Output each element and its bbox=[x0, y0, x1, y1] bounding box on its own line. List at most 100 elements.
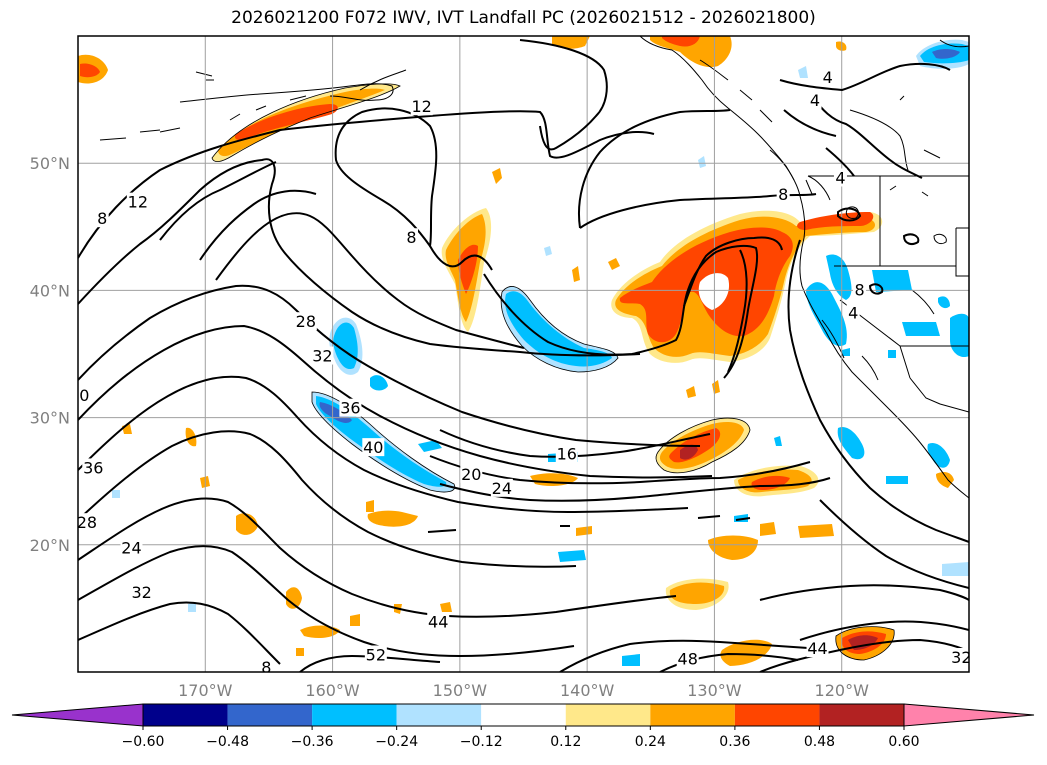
contour-label: 36 bbox=[340, 399, 360, 418]
contour-label: 8 bbox=[406, 228, 416, 247]
latitude-tick-labels: 50°N 40°N 30°N 20°N bbox=[30, 154, 70, 555]
contour-label-halo bbox=[82, 458, 105, 477]
contour-label: 4 bbox=[835, 168, 845, 187]
lon-tick-label: 150°W bbox=[433, 681, 488, 700]
contour-label: 8 bbox=[854, 280, 864, 299]
contour-label-halo bbox=[339, 398, 362, 417]
lon-tick-label: 130°W bbox=[687, 681, 742, 700]
map-background bbox=[78, 36, 969, 672]
contour-label: 4 bbox=[848, 303, 858, 322]
lat-tick-label: 40°N bbox=[30, 281, 70, 300]
contour-label: 8 bbox=[972, 397, 982, 416]
contour-label: 28 bbox=[77, 513, 97, 532]
contour-label-halo bbox=[776, 185, 790, 203]
lon-tick-label: 170°W bbox=[178, 681, 233, 700]
lat-tick-label: 30°N bbox=[30, 409, 70, 428]
contour-label: 44 bbox=[807, 639, 827, 658]
contour-label: 16 bbox=[557, 444, 577, 463]
contour-label-halo bbox=[130, 583, 153, 602]
anomaly-outlines bbox=[211, 83, 895, 661]
map-frame bbox=[77, 35, 970, 673]
colorbar-tick-label: 0.36 bbox=[719, 734, 750, 750]
contour-label-halo bbox=[808, 90, 822, 109]
contour-label-halo bbox=[78, 513, 98, 532]
colorbar-tick-label: 0.12 bbox=[550, 734, 581, 750]
colorbar-segment bbox=[819, 704, 904, 726]
colorbar-extend-max bbox=[903, 703, 1035, 727]
colorbar-segment bbox=[481, 704, 566, 726]
longitude-tick-labels: 170°W 160°W 150°W 140°W 130°W 120°W bbox=[178, 681, 869, 700]
colorbar-tick-labels: −0.60 −0.48 −0.36 −0.24 −0.12 0.12 0.24 0.36 0.4… bbox=[122, 726, 920, 750]
contour-label: 4 bbox=[823, 68, 833, 87]
contour-label: 8 bbox=[97, 209, 107, 228]
contour-label: 32 bbox=[312, 347, 332, 366]
contour-label: 12 bbox=[411, 97, 431, 116]
contour-label: 32 bbox=[951, 648, 971, 667]
contour-label: 40 bbox=[363, 438, 383, 457]
colorbar-segment bbox=[650, 704, 735, 726]
colorbar-segment bbox=[396, 704, 482, 726]
colorbar-segment bbox=[227, 704, 313, 726]
colorbar bbox=[11, 703, 1035, 727]
colorbar-tick-label: 0.48 bbox=[804, 734, 835, 750]
contour-label-halo bbox=[806, 639, 829, 658]
lon-tick-label: 140°W bbox=[560, 681, 615, 700]
contour-label-halo bbox=[404, 228, 418, 247]
contour-label-halo bbox=[294, 312, 317, 331]
colorbar-extend-min bbox=[11, 703, 144, 727]
contour-label: 24 bbox=[121, 539, 141, 558]
contour-label: 8 bbox=[778, 185, 788, 204]
contour-label: 8 bbox=[261, 658, 271, 677]
contour-label-halo bbox=[427, 612, 450, 631]
contour-labels: 1281284448848283236402036282432202416445… bbox=[77, 67, 983, 677]
contour-label-halo bbox=[950, 648, 969, 667]
colorbar-tick-label: −0.12 bbox=[460, 734, 503, 750]
lon-tick-label: 120°W bbox=[815, 681, 870, 700]
contour-label: 52 bbox=[366, 645, 386, 664]
contour-label-halo bbox=[555, 444, 578, 463]
contour-label-halo bbox=[833, 168, 847, 187]
contour-label: 20 bbox=[461, 465, 481, 484]
positive-anomaly-fills bbox=[78, 36, 954, 666]
contour-label-halo bbox=[460, 464, 483, 483]
contour-label: 24 bbox=[492, 479, 512, 498]
colorbar-segment bbox=[565, 704, 651, 726]
contour-label: 48 bbox=[678, 649, 698, 668]
lat-tick-label: 20°N bbox=[30, 536, 70, 555]
contour-label-halo bbox=[970, 397, 983, 415]
colorbar-tick-label: −0.24 bbox=[375, 734, 418, 750]
contour-label-halo bbox=[821, 67, 835, 86]
contour-label-halo bbox=[364, 645, 387, 664]
colorbar-border bbox=[142, 703, 905, 727]
colorbar-segment bbox=[312, 704, 397, 726]
contour-label-halo bbox=[853, 280, 867, 299]
colorbar-tick-label: −0.36 bbox=[291, 734, 334, 750]
contour-label: 4 bbox=[810, 91, 820, 110]
contour-label-halo bbox=[676, 649, 699, 668]
map-layers: 1281284448848283236402036282432202416445… bbox=[77, 36, 983, 677]
contour-label: 44 bbox=[428, 612, 448, 631]
colorbar-tick-label: 0.24 bbox=[635, 734, 666, 750]
contour-label: 36 bbox=[83, 458, 103, 477]
contour-label-halo bbox=[846, 303, 860, 322]
gridlines bbox=[78, 36, 969, 672]
lon-tick-label: 160°W bbox=[305, 681, 360, 700]
contour-label-halo bbox=[259, 658, 273, 672]
iwv-contours bbox=[78, 39, 969, 672]
fill-aleutian-band bbox=[212, 83, 400, 162]
contour-label-halo bbox=[311, 346, 334, 365]
map-title: 2026021200 F072 IWV, IVT Landfall PC (20… bbox=[231, 8, 816, 28]
contour-label: 12 bbox=[128, 193, 148, 212]
colorbar-segment bbox=[734, 704, 820, 726]
colorbar-tick-label: −0.60 bbox=[122, 734, 165, 750]
contour-label-halo bbox=[490, 478, 513, 497]
contour-label: 28 bbox=[296, 312, 316, 331]
colorbar-tick-label: −0.48 bbox=[206, 734, 249, 750]
contour-label-halo bbox=[95, 209, 109, 228]
contour-label-halo bbox=[126, 192, 149, 211]
contour-label-halo bbox=[362, 438, 385, 457]
contour-label: 32 bbox=[131, 583, 151, 602]
contour-label-halo bbox=[410, 97, 433, 116]
colorbar-tick-label: 0.60 bbox=[888, 734, 919, 750]
